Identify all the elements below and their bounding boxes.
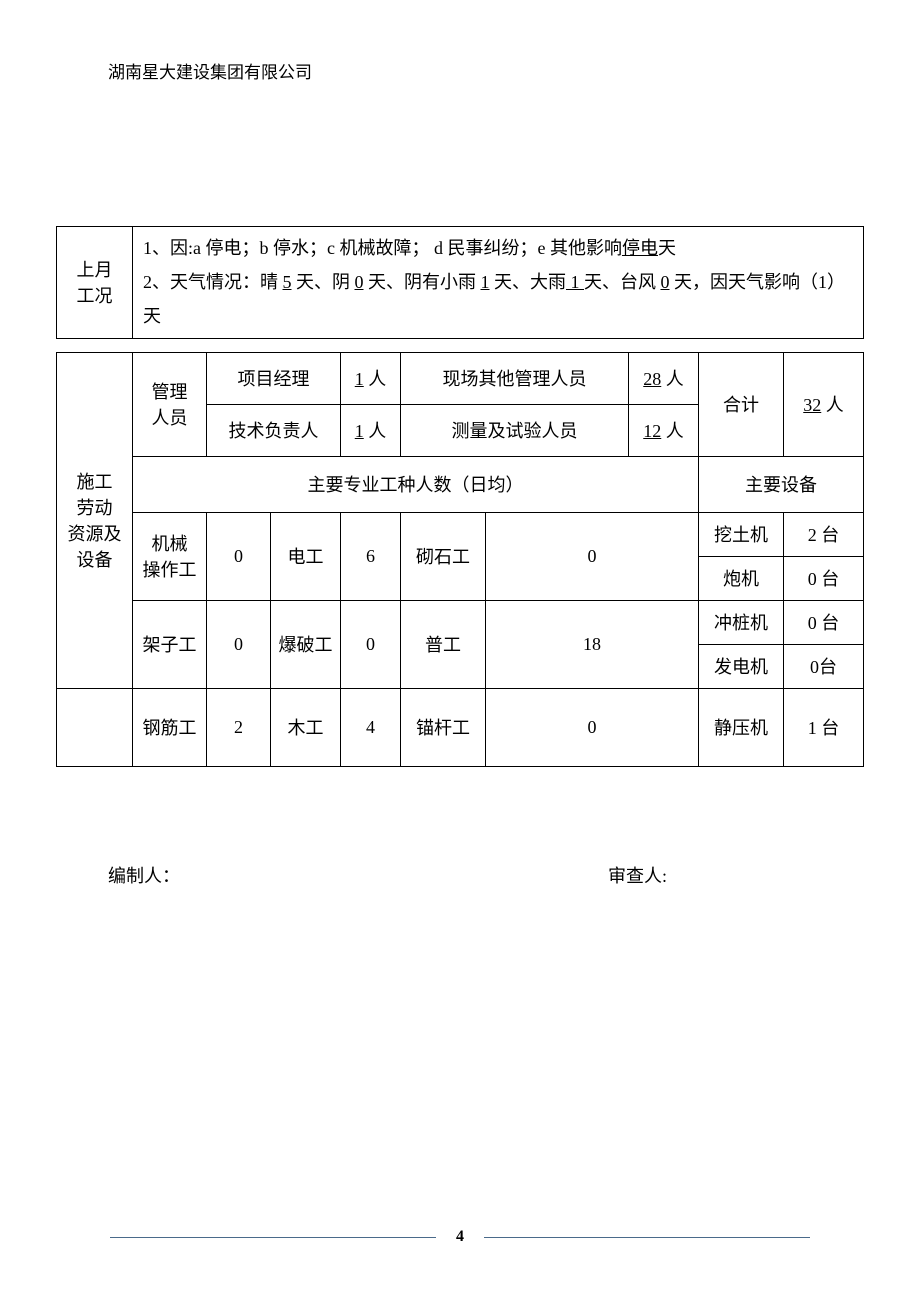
w1-3: 砌石工: [401, 512, 486, 600]
site-label: 现场其他管理人员: [401, 352, 629, 404]
lm-line1-suffix: 天: [658, 238, 676, 258]
pm-label: 项目经理: [207, 352, 341, 404]
v2-1: 0: [207, 600, 271, 688]
w1-2: 电工: [271, 512, 341, 600]
v1-2: 6: [341, 512, 401, 600]
e1-2v: 0 台: [784, 556, 864, 600]
report-table-container: 上月工况 1、因:a 停电；b 停水；c 机械故障； d 民事纠纷；e 其他影响…: [56, 226, 864, 767]
tech-count: 1 人: [341, 404, 401, 456]
header-row: 主要专业工种人数（日均） 主要设备: [57, 456, 864, 512]
lm-cloudy: 0: [355, 272, 364, 292]
total-count: 32 人: [784, 352, 864, 456]
v3-3: 0: [486, 688, 699, 766]
w2-3: 普工: [401, 600, 486, 688]
lm-heavyrain: 1: [566, 272, 584, 292]
worker-equip-row-1: 机械操作工 0 电工 6 砌石工 0 挖土机 2 台: [57, 512, 864, 556]
w2-1: 架子工: [133, 600, 207, 688]
page-number: 4: [436, 1228, 484, 1246]
w3-3: 锚杆工: [401, 688, 486, 766]
e2-1v: 0 台: [784, 600, 864, 644]
lm-typhoon: 0: [661, 272, 670, 292]
e1-1: 挖土机: [699, 512, 784, 556]
e3-1: 静压机: [699, 688, 784, 766]
last-month-label: 上月工况: [57, 227, 133, 339]
lm2-pre: 2、天气情况：晴: [143, 272, 278, 292]
mgmt-row-1: 施工劳动资源及设备 管理人员 项目经理 1 人 现场其他管理人员 28 人 合计…: [57, 352, 864, 404]
reviewer-label: 审查人:: [608, 862, 667, 888]
v1-3: 0: [486, 512, 699, 600]
v1-1: 0: [207, 512, 271, 600]
last-month-row: 上月工况 1、因:a 停电；b 停水；c 机械故障； d 民事纠纷；e 其他影响…: [57, 227, 864, 339]
worker-equip-row-2: 架子工 0 爆破工 0 普工 18 冲桩机 0 台: [57, 600, 864, 644]
meas-count: 12 人: [629, 404, 699, 456]
w3-1: 钢筋工: [133, 688, 207, 766]
v2-2: 0: [341, 600, 401, 688]
lm-line1-prefix: 1、因:a 停电；b 停水；c 机械故障； d 民事纠纷；e 其他影响: [143, 238, 622, 258]
e3-1v: 1 台: [784, 688, 864, 766]
w3-2: 木工: [271, 688, 341, 766]
report-table: 上月工况 1、因:a 停电；b 停水；c 机械故障； d 民事纠纷；e 其他影响…: [56, 226, 864, 767]
tech-label: 技术负责人: [207, 404, 341, 456]
last-month-content: 1、因:a 停电；b 停水；c 机械故障； d 民事纠纷；e 其他影响停电天 2…: [133, 227, 864, 339]
e2-1: 冲桩机: [699, 600, 784, 644]
e1-2: 炮机: [699, 556, 784, 600]
lm-lightrain: 1: [481, 272, 490, 292]
section-label: 施工劳动资源及设备: [57, 352, 133, 688]
workers-header: 主要专业工种人数（日均）: [133, 456, 699, 512]
lm-line1-u: 停电: [622, 238, 658, 258]
meas-label: 测量及试验人员: [401, 404, 629, 456]
e1-1v: 2 台: [784, 512, 864, 556]
v3-1: 2: [207, 688, 271, 766]
w1-1: 机械操作工: [133, 512, 207, 600]
page-number-wrap: 4: [0, 1225, 920, 1246]
w2-2: 爆破工: [271, 600, 341, 688]
company-header: 湖南星大建设集团有限公司: [108, 58, 312, 83]
mgmt-label: 管理人员: [133, 352, 207, 456]
pm-count: 1 人: [341, 352, 401, 404]
preparer-label: 编制人：: [108, 862, 180, 888]
total-label: 合计: [699, 352, 784, 456]
e2-2: 发电机: [699, 644, 784, 688]
worker-equip-row-3: 钢筋工 2 木工 4 锚杆工 0 静压机 1 台: [57, 688, 864, 766]
equip-header: 主要设备: [699, 456, 864, 512]
lm-sunny: 5: [283, 272, 292, 292]
v2-3: 18: [486, 600, 699, 688]
e2-2v: 0台: [784, 644, 864, 688]
site-count: 28 人: [629, 352, 699, 404]
v3-2: 4: [341, 688, 401, 766]
